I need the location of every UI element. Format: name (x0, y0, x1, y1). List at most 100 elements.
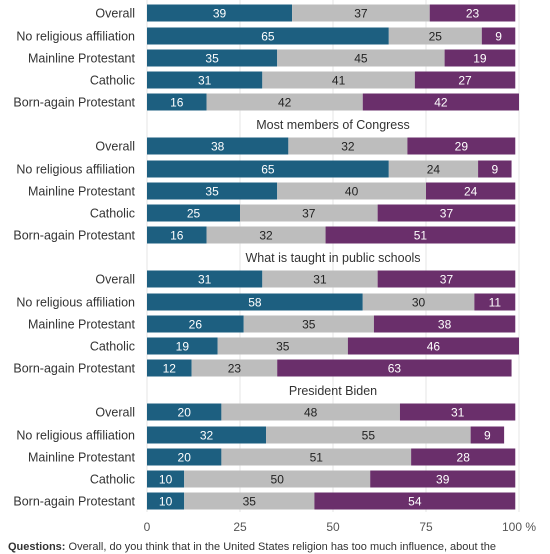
data-label: 51 (310, 451, 324, 465)
data-label: 65 (261, 30, 275, 44)
category-label: No religious affiliation (16, 163, 135, 177)
category-label: Mainline Protestant (28, 52, 136, 66)
category-label: Born-again Protestant (13, 495, 135, 509)
data-label: 16 (170, 96, 184, 110)
data-label: 39 (213, 7, 227, 21)
bar-segment (243, 315, 374, 333)
bar-segment (277, 359, 512, 377)
x-tick-label: 100 % (502, 520, 536, 534)
data-label: 35 (276, 340, 290, 354)
bar-segment (373, 315, 516, 333)
bar-segment (407, 137, 516, 155)
data-label: 19 (473, 52, 487, 66)
bar-segment (314, 492, 516, 510)
category-label: Catholic (90, 340, 135, 354)
data-label: 31 (451, 406, 465, 420)
category-label: Mainline Protestant (28, 318, 136, 332)
bar-segment (240, 204, 378, 222)
data-label: 65 (261, 163, 275, 177)
category-label: No religious affiliation (16, 296, 135, 310)
bar-segment (399, 403, 516, 421)
bar-segment (292, 4, 430, 22)
data-label: 10 (159, 495, 173, 509)
data-label: 25 (187, 207, 201, 221)
bar-segment (388, 160, 479, 178)
bar-segment (277, 182, 426, 200)
data-label: 29 (455, 140, 469, 154)
category-label: Overall (95, 406, 135, 420)
data-label: 50 (271, 473, 285, 487)
data-label: 37 (302, 207, 316, 221)
data-label: 45 (354, 52, 368, 66)
data-label: 23 (466, 7, 480, 21)
bar-segment (206, 93, 363, 111)
data-label: 24 (427, 163, 441, 177)
data-label: 26 (189, 318, 203, 332)
bar-segment (184, 470, 371, 488)
data-label: 35 (243, 495, 257, 509)
bar-segment (388, 27, 482, 45)
bar-segment (370, 470, 516, 488)
data-label: 40 (345, 185, 359, 199)
category-label: Catholic (90, 74, 135, 88)
bar-segment (221, 448, 412, 466)
data-label: 30 (412, 296, 426, 310)
footnote: Questions: Overall, do you think that in… (8, 540, 548, 554)
data-label: 35 (302, 318, 316, 332)
category-label: Born-again Protestant (13, 96, 135, 110)
category-label: Born-again Protestant (13, 362, 135, 376)
bar-segment (377, 204, 516, 222)
bar-segment (147, 71, 263, 89)
data-label: 16 (170, 229, 184, 243)
data-label: 39 (436, 473, 450, 487)
data-label: 63 (388, 362, 402, 376)
data-label: 37 (440, 273, 454, 287)
data-label: 11 (489, 296, 502, 310)
bar-segment (147, 182, 278, 200)
bar-segment (262, 71, 415, 89)
data-label: 42 (434, 96, 448, 110)
bar-segment (147, 93, 207, 111)
data-label: 55 (362, 429, 376, 443)
bar-segment (377, 270, 516, 288)
bar-segment (147, 337, 218, 355)
bar-segment (362, 93, 519, 111)
bar-segment (191, 359, 278, 377)
data-label: 32 (341, 140, 355, 154)
bar-segment (147, 160, 389, 178)
category-label: Mainline Protestant (28, 185, 136, 199)
data-label: 28 (457, 451, 471, 465)
data-label: 19 (176, 340, 190, 354)
data-label: 38 (438, 318, 452, 332)
bar-segment (288, 137, 408, 155)
bar-segment (147, 226, 207, 244)
data-label: 9 (491, 163, 498, 177)
bar-segment (147, 204, 240, 222)
footnote-text: Overall, do you think that in the United… (65, 541, 496, 553)
bar-segment (147, 27, 389, 45)
bar-segment (147, 315, 244, 333)
bar-segment (411, 448, 516, 466)
data-label: 48 (304, 406, 318, 420)
data-label: 35 (205, 52, 219, 66)
bar-segment (266, 426, 471, 444)
x-tick-label: 50 (326, 520, 340, 534)
data-label: 42 (278, 96, 292, 110)
data-label: 37 (440, 207, 454, 221)
data-label: 10 (159, 473, 173, 487)
bar-segment (325, 226, 516, 244)
data-label: 24 (464, 185, 478, 199)
bar-segment (147, 359, 192, 377)
data-label: 9 (495, 30, 502, 44)
footnote-label: Questions: (8, 541, 66, 553)
panel-title: Most members of Congress (256, 118, 410, 132)
data-label: 32 (200, 429, 214, 443)
bar-segment (147, 492, 185, 510)
bar-segment (184, 492, 315, 510)
bar-segment (147, 4, 293, 22)
bar-segment (147, 49, 278, 67)
data-label: 31 (198, 273, 212, 287)
data-label: 20 (178, 406, 192, 420)
category-label: Overall (95, 273, 135, 287)
